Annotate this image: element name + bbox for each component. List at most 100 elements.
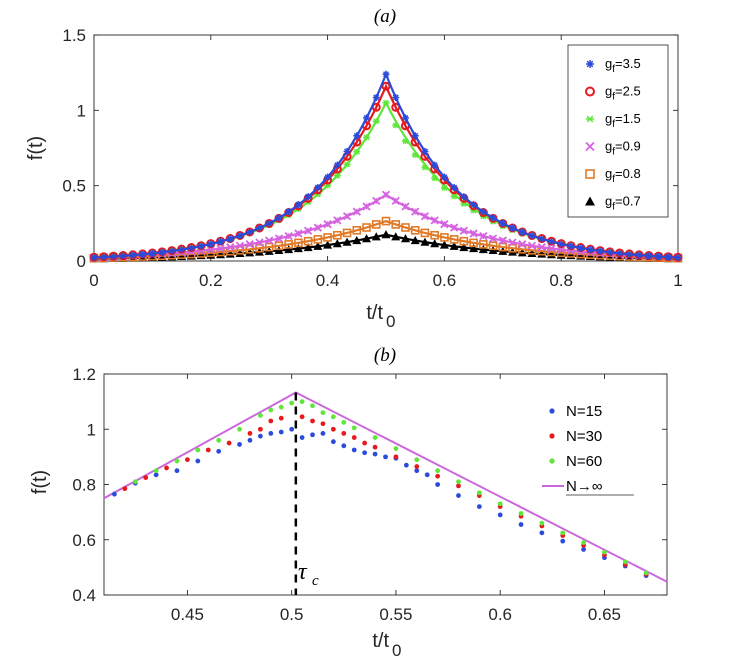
data-point [247,437,253,443]
data-point [469,238,478,248]
data-point [351,425,357,431]
data-point [528,232,536,240]
data-point [235,241,245,250]
legend-marker [549,408,555,414]
data-point [284,245,294,254]
data-point [449,235,459,244]
data-point [435,482,441,487]
data-point [430,230,439,240]
data-point [174,468,180,474]
panel-b-xlabel-sub: 0 [392,641,401,660]
data-point [459,226,469,235]
data-point [333,230,342,240]
data-point [217,238,225,246]
data-point [299,414,305,420]
data-point [362,202,371,211]
data-point [401,138,409,145]
data-point [581,547,586,552]
panel-b-data [103,391,668,595]
data-point [362,450,368,456]
data-point [324,173,332,181]
data-point [265,219,273,227]
data-point [372,444,378,450]
data-point [289,426,295,432]
data-point [174,458,180,464]
data-point [351,435,357,440]
legend-entry-label: N=15 [566,403,602,420]
panel-b-legend: N=15 N=30 N=60 N→∞ [538,393,636,511]
series-g3_5 [90,70,682,262]
data-point [341,419,347,425]
data-point [303,226,313,235]
data-point [274,241,284,251]
data-point [275,214,283,222]
panel-a-axes-box [93,34,679,262]
data-point [310,403,315,409]
data-point [109,253,117,261]
data-point [237,426,242,432]
legend-entry-label: N→∞ [566,478,603,495]
data-point [100,253,108,261]
data-point [392,93,400,101]
data-point [257,413,263,418]
data-point [381,230,391,239]
data-point [499,219,507,227]
data-point [353,148,361,155]
data-point [381,216,391,226]
data-point [391,196,400,206]
data-point [401,114,409,122]
data-point [381,190,391,199]
panel-a-ylabel: f(t) [25,136,47,160]
data-point [216,244,225,253]
panel-b-chart: (b) 0.45 0.5 0.55 0.6 0.65 0.4 0.6 0.8 1 1.2 f(t)… [29,345,668,660]
data-point [353,132,361,140]
x-tick-label: 0.8 [549,271,573,290]
data-point [119,252,127,260]
data-point [430,216,439,225]
data-point [431,161,439,169]
data-point [456,479,461,485]
data-point [439,240,449,249]
data-point [363,114,371,122]
y-tick-label: 1 [77,101,86,120]
data-point [371,232,381,241]
data-point [460,193,468,201]
data-point [372,435,378,440]
data-point [257,433,263,439]
data-point [431,175,439,182]
data-point [362,440,368,446]
data-point [148,249,156,257]
data-point [625,250,633,258]
data-point [456,493,461,498]
x-tick-label: 0.5 [280,605,304,624]
data-point [440,220,449,229]
data-point [449,223,459,232]
data-point [247,430,253,436]
data-point [332,239,342,248]
data-point [606,248,614,256]
data-point [352,235,362,245]
data-point [362,223,371,232]
panel-a-xlabel-sub: 0 [386,312,395,331]
data-point [622,559,628,565]
data-point [539,530,545,536]
data-point [547,238,555,246]
data-point [255,224,263,232]
legend-marker [586,60,594,68]
data-point [216,437,222,443]
data-point [168,247,176,255]
data-point [371,220,381,229]
data-point [226,440,232,446]
data-point [508,238,517,247]
x-tick-label: 0.45 [171,605,204,624]
x-tick-label: 0.6 [488,605,512,624]
legend-entry-label: gf=3.5 [605,56,641,75]
data-point [635,251,643,259]
data-point [255,238,264,247]
data-point [643,570,649,576]
panel-b-legend-box [538,393,636,511]
data-point [537,243,546,252]
data-point [310,418,315,424]
data-point [435,468,441,474]
x-tick-label: 0.2 [199,271,223,290]
